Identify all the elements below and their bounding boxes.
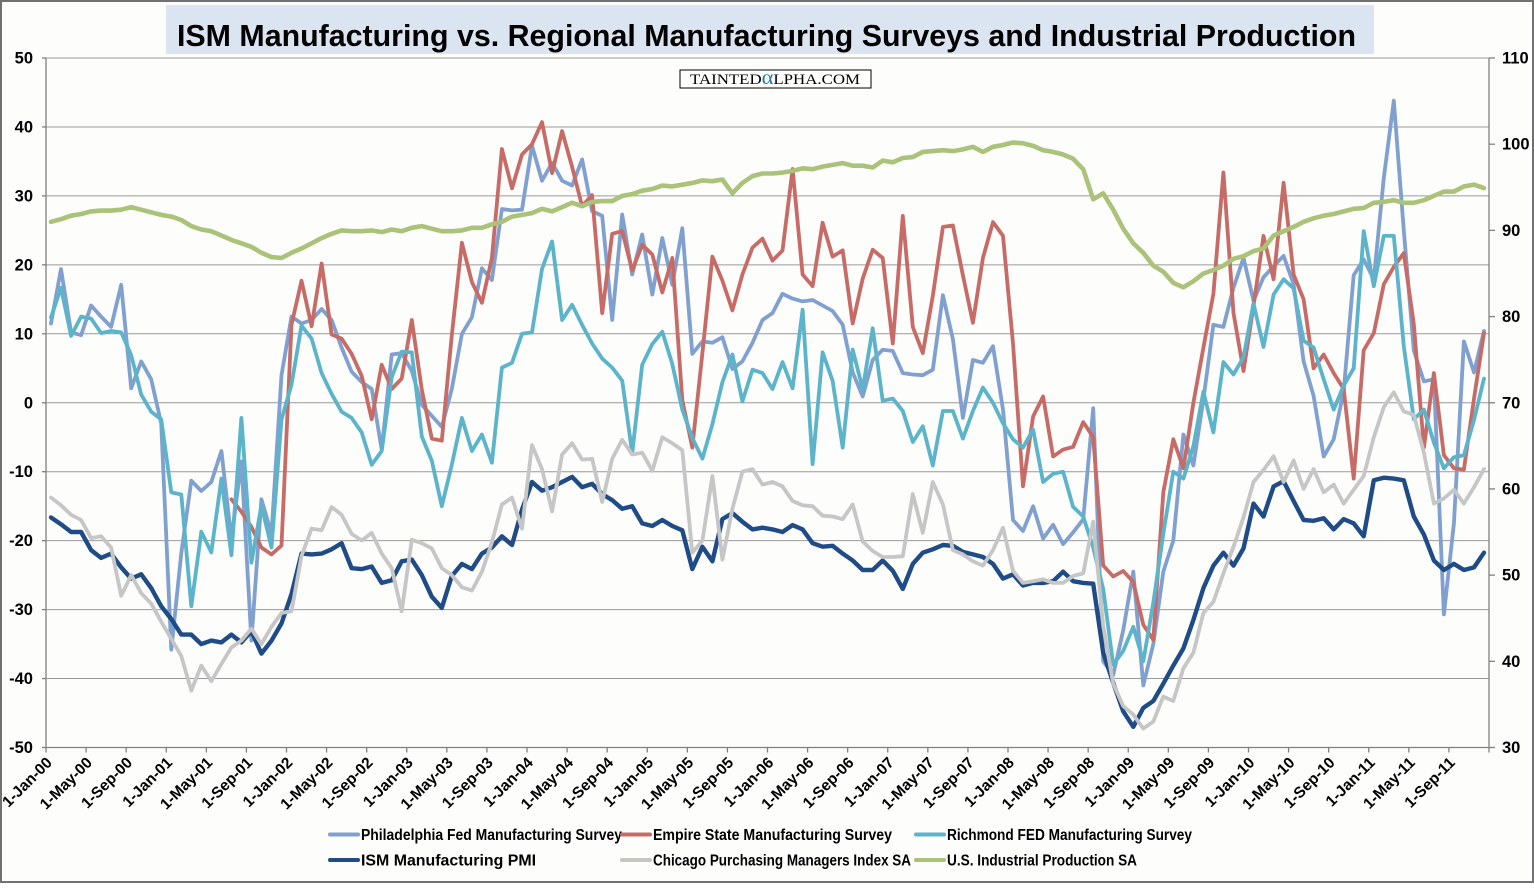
svg-text:0: 0 [24,394,33,412]
svg-text:30: 30 [15,187,33,205]
svg-text:Chicago Purchasing Managers In: Chicago Purchasing Managers Index SA [653,853,911,870]
svg-text:ISM Manufacturing PMI: ISM Manufacturing PMI [361,853,536,870]
svg-text:30: 30 [1502,739,1520,757]
svg-text:50: 50 [1502,567,1520,585]
svg-text:Richmond FED Manufacturing Sur: Richmond FED Manufacturing Survey [947,827,1192,844]
svg-text:10: 10 [15,325,33,343]
svg-text:40: 40 [15,118,33,136]
svg-text:-50: -50 [9,739,33,757]
svg-text:Philadelphia Fed Manufacturing: Philadelphia Fed Manufacturing Survey [361,827,622,844]
svg-text:-10: -10 [9,463,33,481]
svg-text:40: 40 [1502,653,1520,671]
svg-text:-30: -30 [9,601,33,619]
svg-text:60: 60 [1502,480,1520,498]
svg-text:U.S. Industrial Production SA: U.S. Industrial Production SA [947,853,1137,870]
svg-text:110: 110 [1502,50,1529,68]
svg-text:Empire State Manufacturing Sur: Empire State Manufacturing Survey [653,827,892,844]
svg-text:-20: -20 [9,532,33,550]
svg-text:70: 70 [1502,394,1520,412]
svg-text:100: 100 [1502,136,1530,154]
svg-text:80: 80 [1502,308,1520,326]
svg-text:20: 20 [15,256,33,274]
svg-text:90: 90 [1502,222,1520,240]
svg-text:-40: -40 [9,670,33,688]
svg-text:ISM Manufacturing vs. Regional: ISM Manufacturing vs. Regional Manufactu… [177,19,1356,53]
svg-text:50: 50 [15,50,33,68]
